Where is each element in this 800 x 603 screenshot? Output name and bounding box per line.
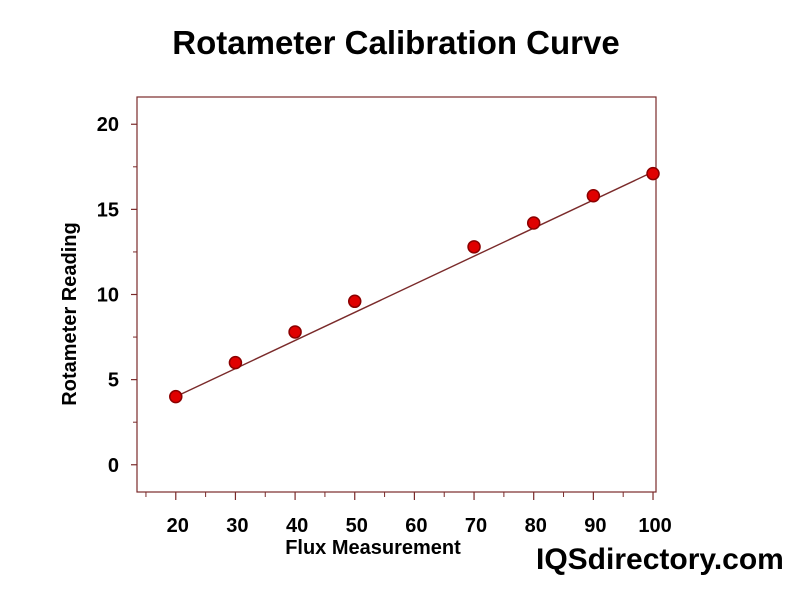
x-tick-label: 90 xyxy=(584,515,606,537)
x-tick-label: 100 xyxy=(638,515,671,537)
x-tick-label: 60 xyxy=(405,515,427,537)
y-tick-label: 15 xyxy=(97,199,119,221)
fit-line xyxy=(175,171,654,398)
data-point xyxy=(526,216,541,230)
x-tick-label: 20 xyxy=(167,515,189,537)
fit-line-layer xyxy=(175,171,654,398)
x-tick-label: 40 xyxy=(286,515,308,537)
y-axis-title: Rotameter Reading xyxy=(59,222,81,405)
y-tick-label: 0 xyxy=(108,455,119,477)
x-tick-label: 30 xyxy=(226,515,248,537)
x-axis-title: Flux Measurement xyxy=(285,537,461,559)
x-axis: 20 30 40 50 60 70 80 90 100 xyxy=(145,492,672,537)
y-axis: 0 5 10 15 20 xyxy=(97,114,137,477)
data-point xyxy=(228,355,243,370)
x-tick-label: 50 xyxy=(346,515,368,537)
data-point xyxy=(347,294,362,309)
data-points xyxy=(169,166,660,404)
chart-title: Rotameter Calibration Curve xyxy=(172,24,619,61)
watermark: IQSdirectory.com xyxy=(536,543,784,576)
y-tick-label: 10 xyxy=(97,285,119,307)
x-tick-label: 80 xyxy=(525,515,547,537)
y-tick-label: 5 xyxy=(108,370,119,392)
data-point xyxy=(646,166,660,181)
y-tick-label: 20 xyxy=(97,114,119,136)
data-point xyxy=(586,189,601,203)
x-tick-label: 70 xyxy=(465,515,487,537)
data-point xyxy=(467,240,481,254)
data-point xyxy=(288,325,302,339)
plot-frame xyxy=(136,96,657,493)
data-point xyxy=(169,389,183,404)
